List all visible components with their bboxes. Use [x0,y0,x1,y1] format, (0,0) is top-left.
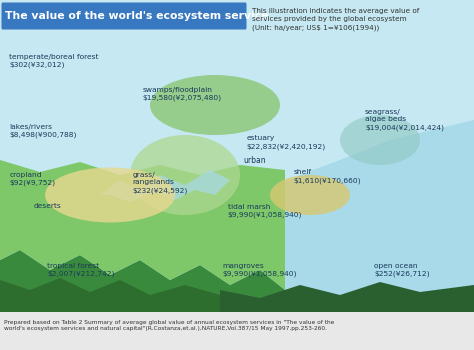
Bar [0,312,474,350]
Text: Prepared based on Table 2 Summary of average global value of annual ecosystem se: Prepared based on Table 2 Summary of ave… [4,320,334,331]
Ellipse shape [150,75,280,135]
Polygon shape [0,250,285,350]
Text: The value of the world's ecosystem service: The value of the world's ecosystem servi… [5,11,269,21]
Text: temperate/boreal forest
$302(¥32,012): temperate/boreal forest $302(¥32,012) [9,54,99,69]
Text: This illustration indicates the average value of
services provided by the global: This illustration indicates the average … [252,8,419,31]
Text: seagrass/
algae beds
$19,004(¥2,014,424): seagrass/ algae beds $19,004(¥2,014,424) [365,108,444,131]
Text: deserts: deserts [33,203,61,209]
Text: tropical forest
$2,007(¥212,742): tropical forest $2,007(¥212,742) [47,263,115,278]
Text: estuary
$22,832(¥2,420,192): estuary $22,832(¥2,420,192) [246,135,326,150]
Polygon shape [100,170,230,202]
Polygon shape [0,160,285,290]
Ellipse shape [45,168,175,223]
Polygon shape [210,0,474,350]
Text: shelf
$1,610(¥170,660): shelf $1,610(¥170,660) [294,169,362,184]
Text: cropland
$92(¥9,752): cropland $92(¥9,752) [9,172,55,186]
Polygon shape [220,282,474,350]
Text: swamps/floodplain
$19,580(¥2,075,480): swamps/floodplain $19,580(¥2,075,480) [142,87,221,101]
Ellipse shape [270,175,350,215]
Text: open ocean
$252(¥26,712): open ocean $252(¥26,712) [374,263,430,278]
Text: lakes/rivers
$8,498(¥900,788): lakes/rivers $8,498(¥900,788) [9,124,77,139]
Text: mangroves
$9,990(¥1,058,940): mangroves $9,990(¥1,058,940) [223,263,297,278]
Ellipse shape [340,115,420,165]
Text: urban: urban [244,156,266,165]
Text: grass/
rangelands
$232(¥24,592): grass/ rangelands $232(¥24,592) [133,172,188,194]
FancyBboxPatch shape [1,2,246,29]
Text: tidal marsh
$9,990(¥1,058,940): tidal marsh $9,990(¥1,058,940) [228,204,302,218]
Polygon shape [0,278,220,350]
Ellipse shape [130,135,240,215]
